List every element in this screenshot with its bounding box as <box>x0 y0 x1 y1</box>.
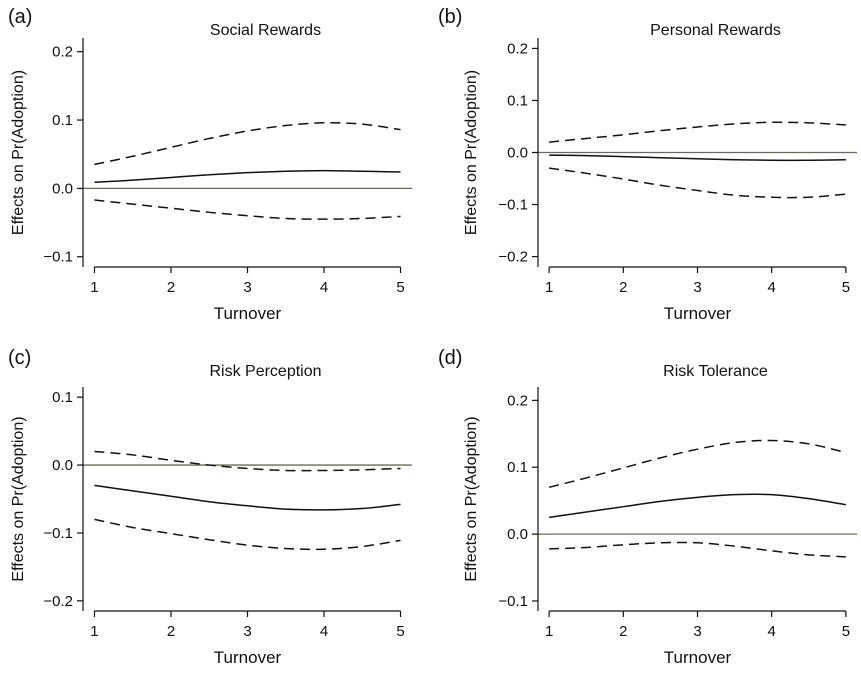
y-tick-label: 0.2 <box>507 392 528 409</box>
y-tick-label: 0.1 <box>52 389 73 406</box>
x-tick-label: 3 <box>693 623 701 640</box>
x-tick-label: 3 <box>243 623 251 640</box>
x-tick-label: 3 <box>243 279 251 296</box>
y-tick-label: 0.1 <box>52 112 73 129</box>
y-axis-label: Effects on Pr(Adoption) <box>463 70 480 235</box>
upper-bound-dashed-line <box>94 450 401 472</box>
x-axis-label: Turnover <box>214 304 282 323</box>
chart-title: Personal Rewards <box>650 22 781 39</box>
x-tick-label: 1 <box>545 623 553 640</box>
panel-label: (d) <box>438 347 462 369</box>
panel-b: (b) Personal Rewards −0.2 −0.1 0.0 0.1 0.2 1 2 3 4… <box>430 0 861 336</box>
lower-bound-dashed-line <box>549 541 846 558</box>
chart-c: (c) Risk Perception −0.2 −0.1 0.0 0.1 1 2 3 4 5 Tur… <box>8 347 412 667</box>
x-tick-label: 4 <box>768 279 776 296</box>
x-tick-label: 2 <box>167 623 175 640</box>
x-tick-label: 1 <box>90 279 98 296</box>
estimate-line <box>549 154 846 162</box>
y-tick-label: −0.2 <box>43 593 73 610</box>
x-tick-label: 2 <box>619 623 627 640</box>
y-tick-label: 0.2 <box>507 40 528 57</box>
estimate-line <box>94 484 401 511</box>
estimate-line <box>94 169 401 183</box>
x-tick-label: 4 <box>768 623 776 640</box>
x-tick-label: 5 <box>396 623 404 640</box>
lower-bound-dashed-line <box>549 167 846 199</box>
panel-label: (a) <box>8 6 32 28</box>
x-tick-label: 4 <box>320 623 328 640</box>
lower-bound-dashed-line <box>94 518 401 551</box>
x-tick-label: 1 <box>545 279 553 296</box>
y-tick-label: 0.0 <box>507 145 528 162</box>
x-tick-label: 2 <box>619 279 627 296</box>
y-tick-label: 0.0 <box>52 457 73 474</box>
chart-b: (b) Personal Rewards −0.2 −0.1 0.0 0.1 0.2 1 2 3 4… <box>438 6 857 323</box>
y-axis-label: Effects on Pr(Adoption) <box>463 416 480 581</box>
x-tick-label: 4 <box>320 279 328 296</box>
estimate-line <box>549 493 846 519</box>
panel-label: (c) <box>8 347 31 369</box>
y-tick-label: 0.1 <box>507 92 528 109</box>
panel-c: (c) Risk Perception −0.2 −0.1 0.0 0.1 1 2 3 4 5 Tur… <box>0 336 430 673</box>
panel-d: (d) Risk Tolerance −0.1 0.0 0.1 0.2 1 2 3 4 5 Turno… <box>430 336 861 673</box>
y-tick-label: 0.0 <box>507 526 528 543</box>
y-tick-label: −0.1 <box>498 593 528 610</box>
panel-label: (b) <box>438 6 462 28</box>
y-tick-label: −0.1 <box>498 197 528 214</box>
x-axis-label: Turnover <box>664 304 732 323</box>
x-tick-label: 5 <box>842 623 850 640</box>
y-tick-label: 0.0 <box>52 180 73 197</box>
upper-bound-dashed-line <box>94 121 401 166</box>
y-tick-label: −0.1 <box>43 525 73 542</box>
x-tick-label: 3 <box>693 279 701 296</box>
chart-title: Risk Perception <box>209 363 321 380</box>
x-tick-label: 5 <box>396 279 404 296</box>
x-tick-label: 1 <box>90 623 98 640</box>
y-axis-label: Effects on Pr(Adoption) <box>10 416 27 581</box>
x-axis-label: Turnover <box>214 648 282 667</box>
y-tick-label: 0.2 <box>52 44 73 61</box>
chart-d: (d) Risk Tolerance −0.1 0.0 0.1 0.2 1 2 3 4 5 Turno… <box>438 347 857 667</box>
chart-title: Risk Tolerance <box>663 363 768 380</box>
y-tick-label: −0.2 <box>498 249 528 266</box>
upper-bound-dashed-line <box>548 439 847 489</box>
y-tick-label: 0.1 <box>507 459 528 476</box>
panel-a: (a) Social Rewards −0.1 0.0 0.1 0.2 1 2 3 4 5 Turno… <box>0 0 430 336</box>
x-axis-label: Turnover <box>664 648 732 667</box>
lower-bound-dashed-line <box>94 199 401 220</box>
chart-title: Social Rewards <box>210 22 321 39</box>
upper-bound-dashed-line <box>549 121 846 143</box>
y-tick-label: −0.1 <box>43 249 73 266</box>
x-tick-label: 5 <box>842 279 850 296</box>
chart-a: (a) Social Rewards −0.1 0.0 0.1 0.2 1 2 3 4 5 Turno… <box>8 6 412 323</box>
x-tick-label: 2 <box>167 279 175 296</box>
y-axis-label: Effects on Pr(Adoption) <box>10 70 27 235</box>
